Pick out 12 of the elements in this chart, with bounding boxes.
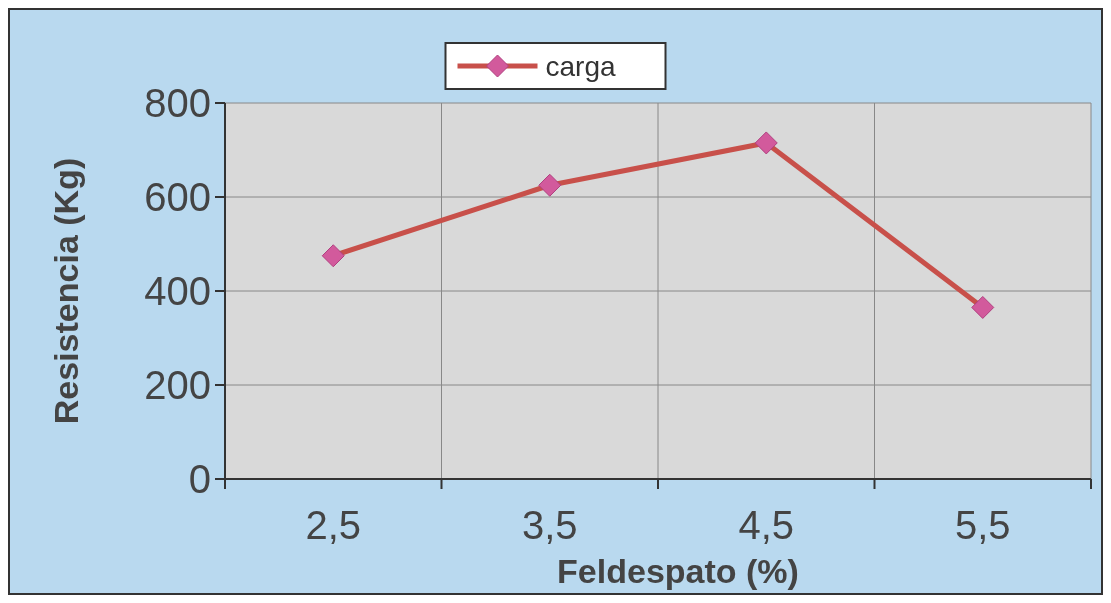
x-tick-label: 2,5 <box>305 503 362 547</box>
x-axis-title: Feldespato (%) <box>557 552 799 590</box>
y-tick-label: 200 <box>144 363 211 407</box>
y-tick-label: 600 <box>144 175 211 219</box>
x-tick-label: 4,5 <box>738 503 795 547</box>
y-tick-label: 0 <box>188 457 211 501</box>
y-axis-title: Resistencia (Kg) <box>47 157 85 425</box>
legend-label: carga <box>545 50 616 82</box>
x-tick-label: 5,5 <box>954 503 1011 547</box>
x-tick-label: 3,5 <box>521 503 578 547</box>
y-tick-label: 800 <box>144 81 211 125</box>
y-tick-label: 400 <box>144 269 211 313</box>
